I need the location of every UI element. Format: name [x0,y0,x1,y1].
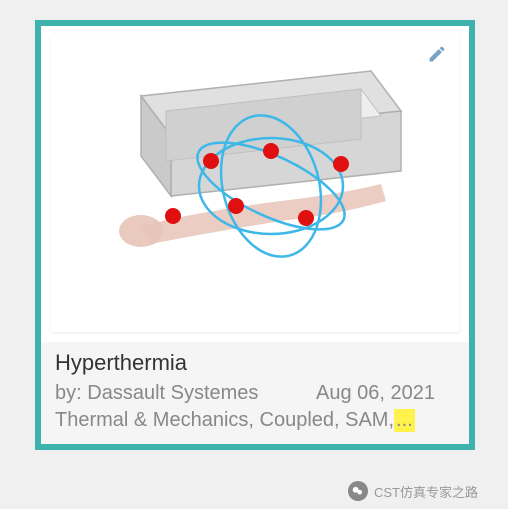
card-meta: by: Dassault Systemes Aug 06, 2021 [55,382,455,405]
card-title: Hyperthermia [55,350,455,376]
example-card[interactable]: Hyperthermia by: Dassault Systemes Aug 0… [35,20,475,450]
wechat-icon [348,481,368,501]
watermark: CST仿真专家之路 [348,481,478,501]
tags-more-icon[interactable]: ... [394,409,415,432]
card-date: Aug 06, 2021 [316,382,435,405]
simulation-model-preview [81,56,441,296]
card-info: Hyperthermia by: Dassault Systemes Aug 0… [41,342,469,444]
preview-area [51,36,459,332]
card-author: by: Dassault Systemes [55,382,316,405]
watermark-text: CST仿真专家之路 [374,482,478,501]
edit-icon[interactable] [427,44,451,68]
card-tags: Thermal & Mechanics, Coupled, SAM, ... [55,409,455,432]
